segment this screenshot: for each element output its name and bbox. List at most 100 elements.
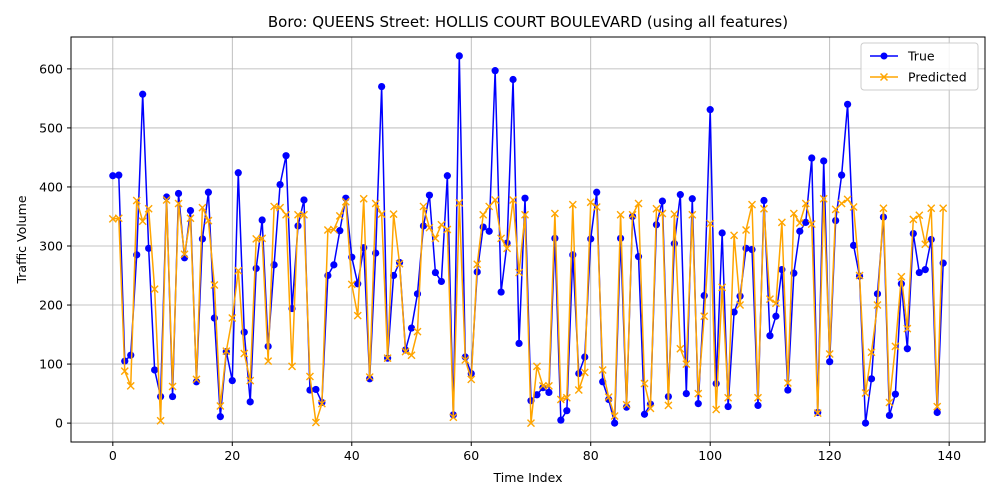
data-point-true (658, 197, 667, 205)
data-point-true (796, 227, 804, 235)
data-point-true (210, 314, 218, 322)
data-point-true (867, 375, 876, 383)
data-point-predicted (467, 375, 476, 384)
data-point-true (431, 268, 440, 277)
x-tick-label: 140 (937, 448, 961, 463)
data-point-true (712, 379, 720, 388)
data-point-predicted (598, 365, 607, 374)
data-point-predicted (120, 367, 129, 376)
data-point-true (551, 234, 559, 242)
data-point-predicted (676, 344, 685, 353)
data-point-predicted (431, 234, 440, 243)
data-point-true (688, 195, 696, 203)
data-point-true (545, 388, 553, 397)
data-point-predicted (544, 381, 553, 390)
data-point-true (252, 264, 260, 273)
data-point-predicted (437, 220, 446, 229)
data-point-true (234, 169, 242, 177)
data-point-true (342, 194, 350, 202)
data-point-predicted (867, 348, 876, 357)
data-point-true (366, 375, 374, 383)
data-point-true (425, 191, 434, 199)
data-point-true (622, 403, 631, 411)
x-tick-label: 100 (698, 448, 722, 463)
data-point-predicted (873, 301, 882, 310)
data-point-predicted (819, 194, 828, 203)
data-point-true (569, 251, 577, 259)
data-point-true (324, 271, 332, 280)
data-point-predicted (622, 400, 631, 409)
data-point-true (730, 308, 738, 316)
data-point-predicted (580, 368, 589, 377)
data-point-predicted (222, 347, 231, 356)
data-point-predicted (419, 202, 428, 211)
data-point-true (563, 407, 571, 415)
legend-predicted-marker (879, 72, 889, 82)
data-point-predicted (759, 204, 768, 213)
data-point-predicted (299, 210, 308, 219)
data-point-predicted (939, 204, 948, 213)
data-point-predicted (479, 210, 488, 219)
data-point-predicted (413, 327, 422, 336)
data-point-predicted (688, 210, 697, 219)
data-point-predicted (861, 389, 870, 397)
plot-area (108, 52, 948, 428)
data-point-true (443, 172, 451, 180)
data-point-true (204, 188, 212, 196)
data-point-true (485, 227, 493, 235)
data-point-predicted (682, 360, 691, 369)
data-point-predicted (162, 195, 171, 204)
data-point-predicted (909, 215, 918, 224)
data-point-predicted (586, 198, 595, 207)
x-tick-label: 80 (583, 448, 599, 463)
chart-title: Boro: QUEENS Street: HOLLIS COURT BOULEV… (268, 13, 788, 31)
data-point-predicted (395, 259, 404, 268)
data-point-true (682, 389, 690, 398)
data-point-true (174, 189, 183, 198)
data-point-predicted (371, 199, 380, 208)
data-point-true (228, 377, 236, 385)
data-point-true (670, 240, 678, 248)
data-point-predicted (532, 362, 541, 371)
plot-frame (70, 36, 986, 443)
data-point-predicted (933, 402, 942, 411)
data-point-true (407, 324, 416, 332)
data-point-predicted (849, 203, 858, 212)
data-point-predicted (485, 202, 494, 211)
data-point-true (587, 235, 595, 243)
data-point-true (258, 216, 266, 224)
data-point-true (593, 188, 601, 196)
data-point-true (748, 245, 756, 254)
data-point-predicted (204, 216, 213, 225)
data-point-true (521, 194, 529, 202)
data-point-true (844, 100, 852, 108)
data-point-predicted (753, 393, 762, 402)
data-point-true (151, 366, 159, 374)
data-point-predicted (246, 376, 255, 385)
data-point-true (724, 402, 732, 411)
data-point-predicted (879, 204, 888, 213)
data-point-predicted (789, 209, 798, 218)
data-point-predicted (526, 419, 535, 428)
x-tick-label: 20 (224, 448, 240, 463)
data-point-true (300, 196, 308, 204)
data-point-predicted (521, 210, 530, 219)
y-axis-label: Traffic Volume (14, 195, 29, 284)
data-point-true (127, 351, 135, 359)
data-point-predicted (258, 234, 267, 243)
data-point-predicted (341, 197, 350, 206)
data-point-true (700, 291, 708, 300)
data-point-true (198, 235, 207, 243)
data-point-predicted (156, 416, 165, 425)
data-point-true (419, 222, 428, 230)
data-point-predicted (216, 401, 225, 410)
data-point-predicted (921, 240, 930, 249)
data-point-true (820, 157, 828, 165)
data-point-true (115, 171, 123, 179)
data-point-predicted (574, 386, 583, 395)
data-point-predicted (377, 210, 386, 219)
data-point-true (168, 392, 177, 401)
legend-predicted-label: Predicted (908, 70, 967, 85)
data-point-predicted (276, 203, 285, 212)
data-point-predicted (144, 204, 153, 213)
